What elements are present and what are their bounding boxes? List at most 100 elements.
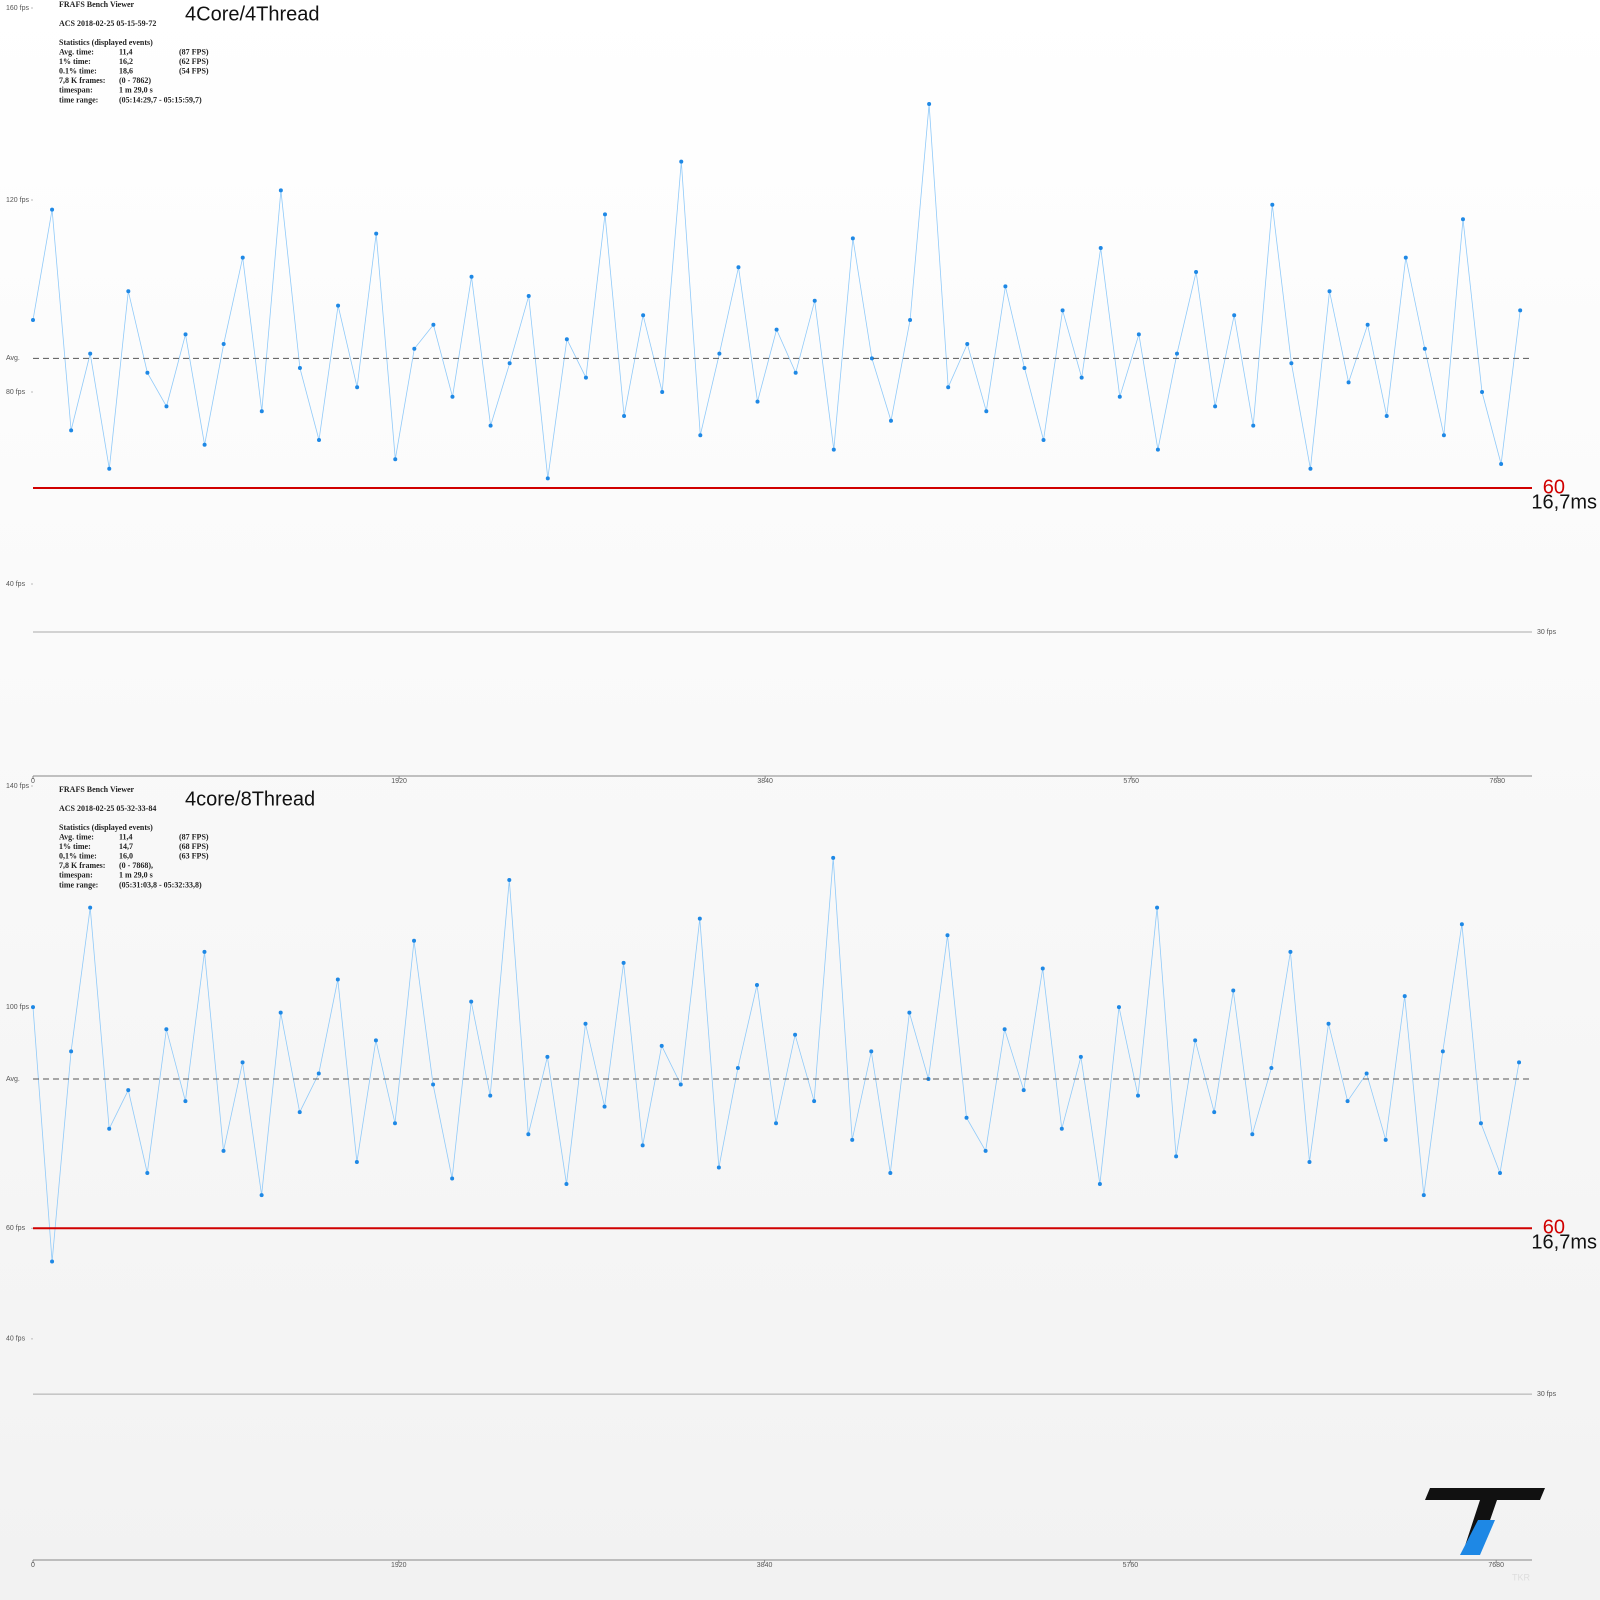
data-point — [831, 447, 836, 452]
data-point — [946, 385, 951, 390]
data-point — [488, 423, 493, 428]
logo-text: TKR — [1512, 1572, 1531, 1582]
y-tick-label: 160 fps — [6, 5, 29, 12]
x-tick-label: 5760 — [1123, 778, 1139, 785]
data-point — [412, 938, 417, 943]
data-point — [1308, 466, 1313, 471]
data-point — [431, 322, 436, 327]
session-name: ACS 2018-02-25 05-32-33-84 — [59, 804, 156, 813]
data-point — [1231, 988, 1236, 993]
data-point — [1440, 1049, 1445, 1054]
avg-label: Avg. — [6, 1076, 20, 1083]
right-tick-label: 30 fps — [1537, 1391, 1557, 1398]
data-point — [450, 394, 455, 399]
data-point — [583, 375, 588, 380]
data-point — [1326, 1021, 1331, 1026]
data-point — [221, 342, 226, 346]
data-point — [869, 356, 874, 361]
data-point — [1040, 966, 1045, 971]
data-point — [984, 409, 989, 414]
stats-cell: 11,4 — [119, 47, 133, 56]
data-point — [1174, 351, 1179, 356]
data-point — [1194, 270, 1199, 274]
data-point — [1003, 284, 1008, 289]
data-point — [698, 433, 703, 438]
data-point — [164, 404, 169, 409]
data-point — [526, 294, 531, 298]
y-tick-label: 120 fps — [6, 197, 29, 204]
data-point — [1212, 1110, 1217, 1115]
stats-cell: 1 m 29,0 s — [119, 871, 153, 880]
app-name: FRAFS Bench Viewer — [59, 785, 135, 794]
data-point — [507, 361, 512, 366]
data-point — [316, 438, 321, 442]
stats-cell: 1% time: — [59, 57, 91, 66]
data-point — [126, 289, 131, 294]
data-point — [564, 1182, 569, 1187]
data-point — [1480, 390, 1485, 394]
data-point — [1251, 423, 1256, 428]
stats-cell: 0,1% time: — [59, 852, 97, 861]
data-point — [678, 1082, 683, 1087]
stats-cell: 7,8 K frames: — [59, 861, 105, 870]
data-point — [278, 1010, 283, 1015]
stats-cell: (0 - 7868), — [119, 861, 153, 870]
y-tick-label: 60 fps — [6, 1225, 26, 1232]
data-point — [69, 428, 74, 433]
data-point — [1041, 438, 1046, 442]
data-point — [1136, 1093, 1141, 1098]
data-point — [183, 332, 188, 337]
data-point — [1441, 433, 1446, 438]
stats-cell: 14,7 — [119, 842, 133, 851]
data-point — [88, 905, 93, 910]
data-point — [50, 207, 55, 212]
data-point — [240, 1060, 245, 1065]
stats-title: Statistics (displayed events) — [59, 823, 153, 832]
data-point — [1174, 1154, 1179, 1159]
data-point — [659, 1043, 664, 1048]
data-point — [1079, 375, 1084, 380]
data-point — [850, 1137, 855, 1142]
data-point — [621, 960, 626, 965]
y-tick-label: 40 fps — [6, 581, 26, 588]
data-point — [354, 1159, 359, 1164]
data-point — [107, 466, 112, 471]
data-point — [297, 1110, 302, 1115]
threshold-note: 16,7ms — [1531, 491, 1597, 513]
avg-label: Avg. — [6, 355, 20, 362]
x-tick-label: 7680 — [1490, 778, 1506, 785]
data-point — [1136, 332, 1141, 337]
x-tick-label: 7680 — [1488, 1562, 1504, 1569]
y-tick-label: 40 fps — [6, 1336, 26, 1343]
data-point — [1346, 380, 1351, 385]
stats-cell: (62 FPS) — [179, 57, 209, 66]
data-point — [1422, 346, 1427, 351]
data-point — [888, 418, 893, 423]
data-point — [1098, 246, 1103, 250]
data-point — [1384, 414, 1389, 418]
data-point — [1460, 217, 1465, 222]
stats-cell: timespan: — [59, 871, 93, 880]
data-point — [965, 342, 970, 346]
data-point — [374, 231, 379, 236]
data-point — [793, 1032, 798, 1037]
x-tick-label: 0 — [31, 1562, 35, 1569]
y-tick-label: 80 fps — [6, 389, 26, 396]
data-point — [602, 212, 607, 217]
stats-cell: 16,0 — [119, 852, 133, 861]
stats-cell: (54 FPS) — [179, 67, 209, 76]
data-point — [469, 274, 474, 279]
stats-cell: 1% time: — [59, 842, 91, 851]
data-point — [1499, 462, 1504, 466]
logo: TKR — [1425, 1488, 1545, 1582]
data-point — [107, 1126, 112, 1131]
threshold-label: 60 — [1543, 476, 1565, 498]
data-point — [183, 1099, 188, 1104]
data-point — [373, 1038, 378, 1043]
stats-cell: Avg. time: — [59, 47, 94, 56]
data-point — [1307, 1159, 1312, 1164]
data-point — [1021, 1088, 1026, 1093]
data-point — [31, 318, 35, 322]
data-point — [145, 370, 150, 375]
